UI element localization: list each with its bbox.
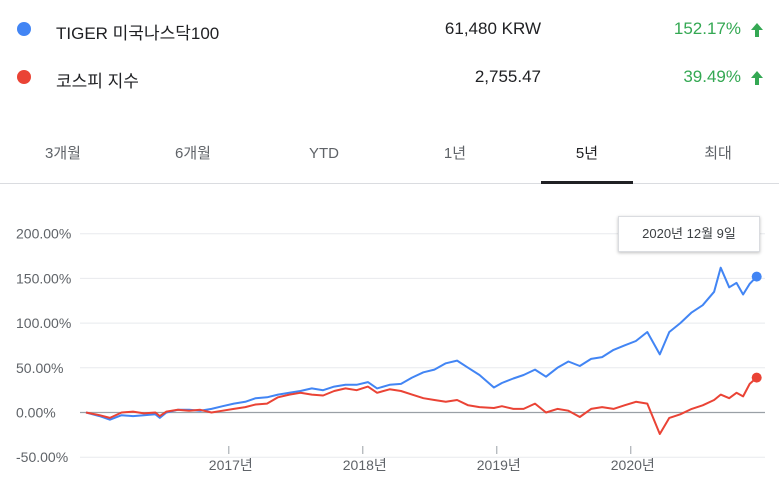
series-color-dot <box>17 70 31 84</box>
y-tick-label: 100.00% <box>16 315 71 331</box>
tab-1y[interactable]: 1년 <box>400 130 510 183</box>
tab-ytd[interactable]: YTD <box>269 130 379 183</box>
series-end-dot-tiger <box>751 271 762 282</box>
legend-name: TIGER 미국나스닥100 <box>56 24 220 43</box>
arrow-up-icon <box>751 71 763 85</box>
legend-price: 61,480 KRW <box>444 19 541 38</box>
tab-label: 3개월 <box>45 145 81 162</box>
tab-3m[interactable]: 3개월 <box>8 130 118 183</box>
legend-change: 39.49% <box>683 67 741 86</box>
performance-chart[interactable]: 200.00% 150.00% 100.00% 50.00% 0.00% -50.00% 2… <box>0 184 779 499</box>
tab-label: YTD <box>309 145 339 162</box>
tooltip-date: 2020년 12월 9일 <box>642 226 736 241</box>
x-tick-label: 2019년 <box>477 457 521 473</box>
series-end-dot-kospi <box>751 372 762 383</box>
y-tick-label: 200.00% <box>16 226 71 242</box>
tab-5y[interactable]: 5년 <box>532 130 642 184</box>
tab-max[interactable]: 최대 <box>663 130 773 183</box>
legend-row-kospi[interactable]: 코스피 지수 2,755.47 39.49% <box>0 58 779 98</box>
date-tooltip: 2020년 12월 9일 <box>618 216 760 252</box>
legend-name: 코스피 지수 <box>56 72 139 91</box>
tab-underline <box>541 181 633 184</box>
tab-label: 최대 <box>704 145 732 162</box>
y-tick-label: -50.00% <box>16 449 68 465</box>
x-tick-label: 2020년 <box>611 457 655 473</box>
legend-row-tiger-nasdaq100[interactable]: TIGER 미국나스닥100 61,480 KRW 152.17% <box>0 10 779 50</box>
x-tick-label: 2017년 <box>209 457 253 473</box>
range-tabs: 3개월 6개월 YTD 1년 5년 최대 <box>0 130 779 184</box>
arrow-up-icon <box>751 23 763 37</box>
x-tick-label: 2018년 <box>343 457 387 473</box>
series-line-kospi <box>85 376 758 435</box>
y-tick-label: 50.00% <box>16 360 63 376</box>
y-tick-label: 0.00% <box>16 405 56 421</box>
legend-price: 2,755.47 <box>474 67 541 86</box>
legend-change: 152.17% <box>673 19 741 38</box>
y-tick-label: 150.00% <box>16 270 71 286</box>
tab-label: 6개월 <box>175 145 211 162</box>
tab-label: 1년 <box>443 145 467 162</box>
series-color-dot <box>17 22 31 36</box>
tab-label: 5년 <box>575 145 599 162</box>
tab-6m[interactable]: 6개월 <box>138 130 248 183</box>
